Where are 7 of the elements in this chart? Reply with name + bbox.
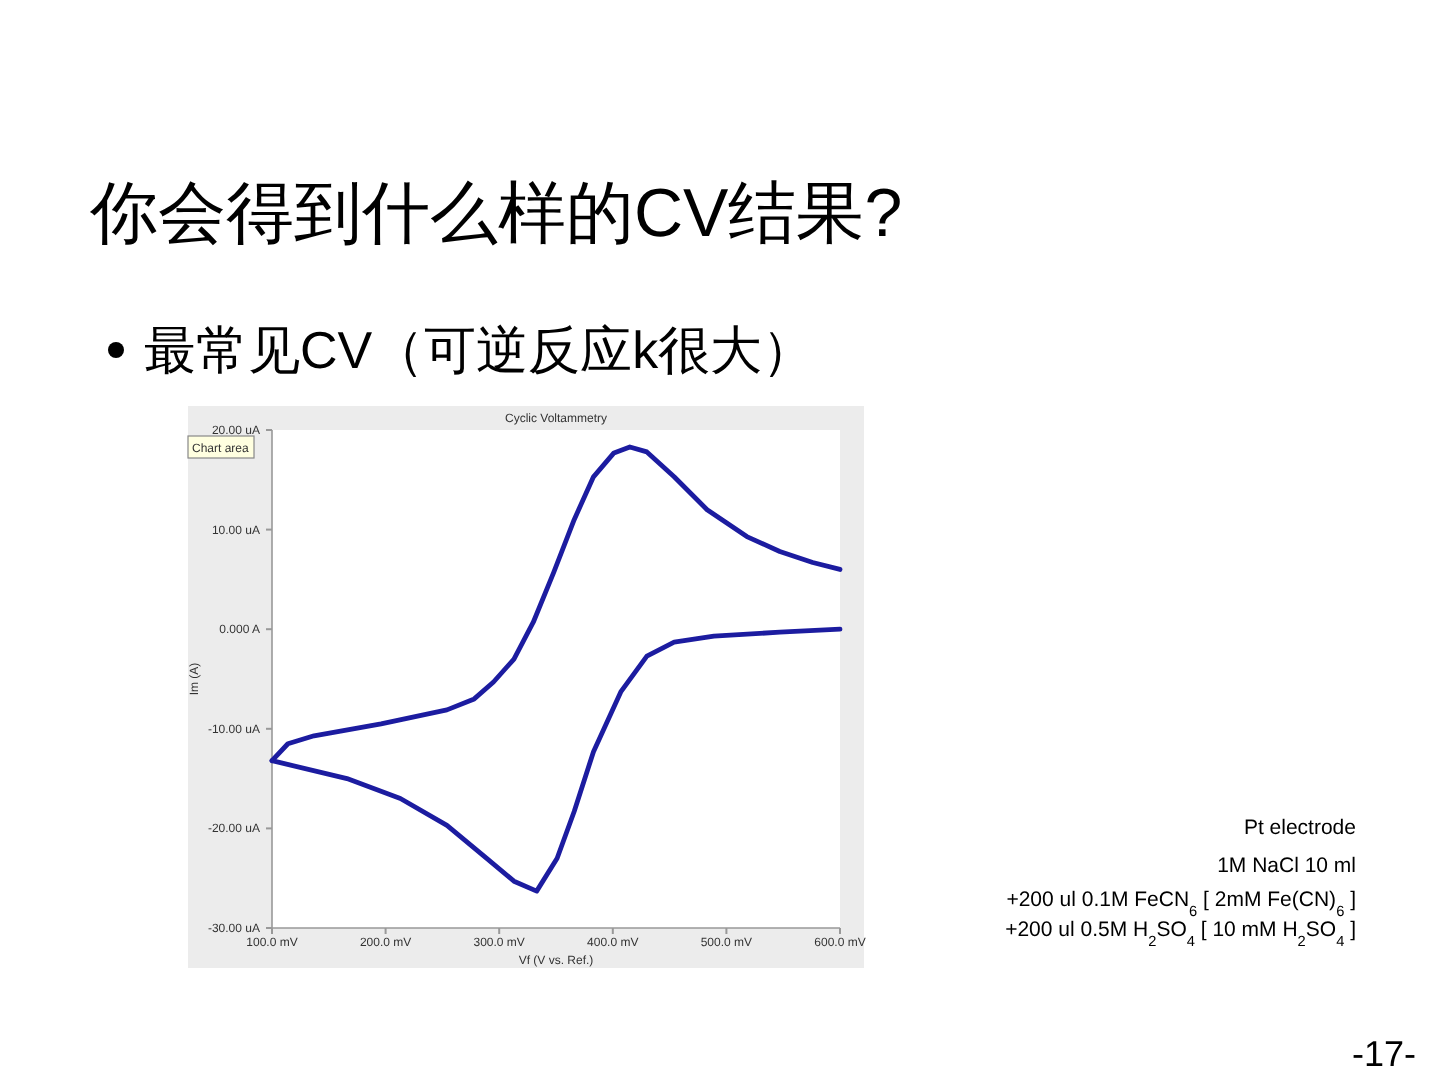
text: Pt electrode	[1243, 816, 1357, 840]
text: -17-	[1351, 1034, 1416, 1074]
text: 1M NaCl 10 ml	[1217, 854, 1356, 878]
text: +200 ul 0.1M FeCN$_{6}$ [ 2mM Fe(CN)$_{6}$ ]	[1006, 888, 1357, 919]
chart-title: 你会得到什么样的CV结果?	[88, 176, 903, 252]
text: +200 ul 0.5M H$_{2}$SO$_{4}$ [ 10 mM H$_{2}$SO$_{4}$ ]	[1005, 918, 1356, 949]
chart-subtitle: 最常见CV（可逆反应k很大）	[144, 320, 815, 380]
